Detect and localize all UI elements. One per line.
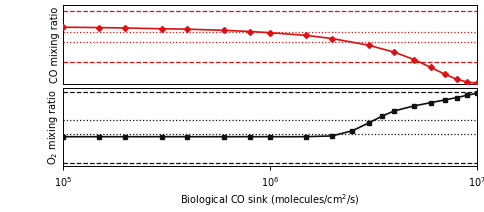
Y-axis label: O$_2$ mixing ratio: O$_2$ mixing ratio	[46, 89, 60, 165]
X-axis label: Biological CO sink (molecules/cm$^2$/s): Biological CO sink (molecules/cm$^2$/s)	[180, 192, 360, 208]
Y-axis label: CO mixing ratio: CO mixing ratio	[50, 6, 60, 82]
